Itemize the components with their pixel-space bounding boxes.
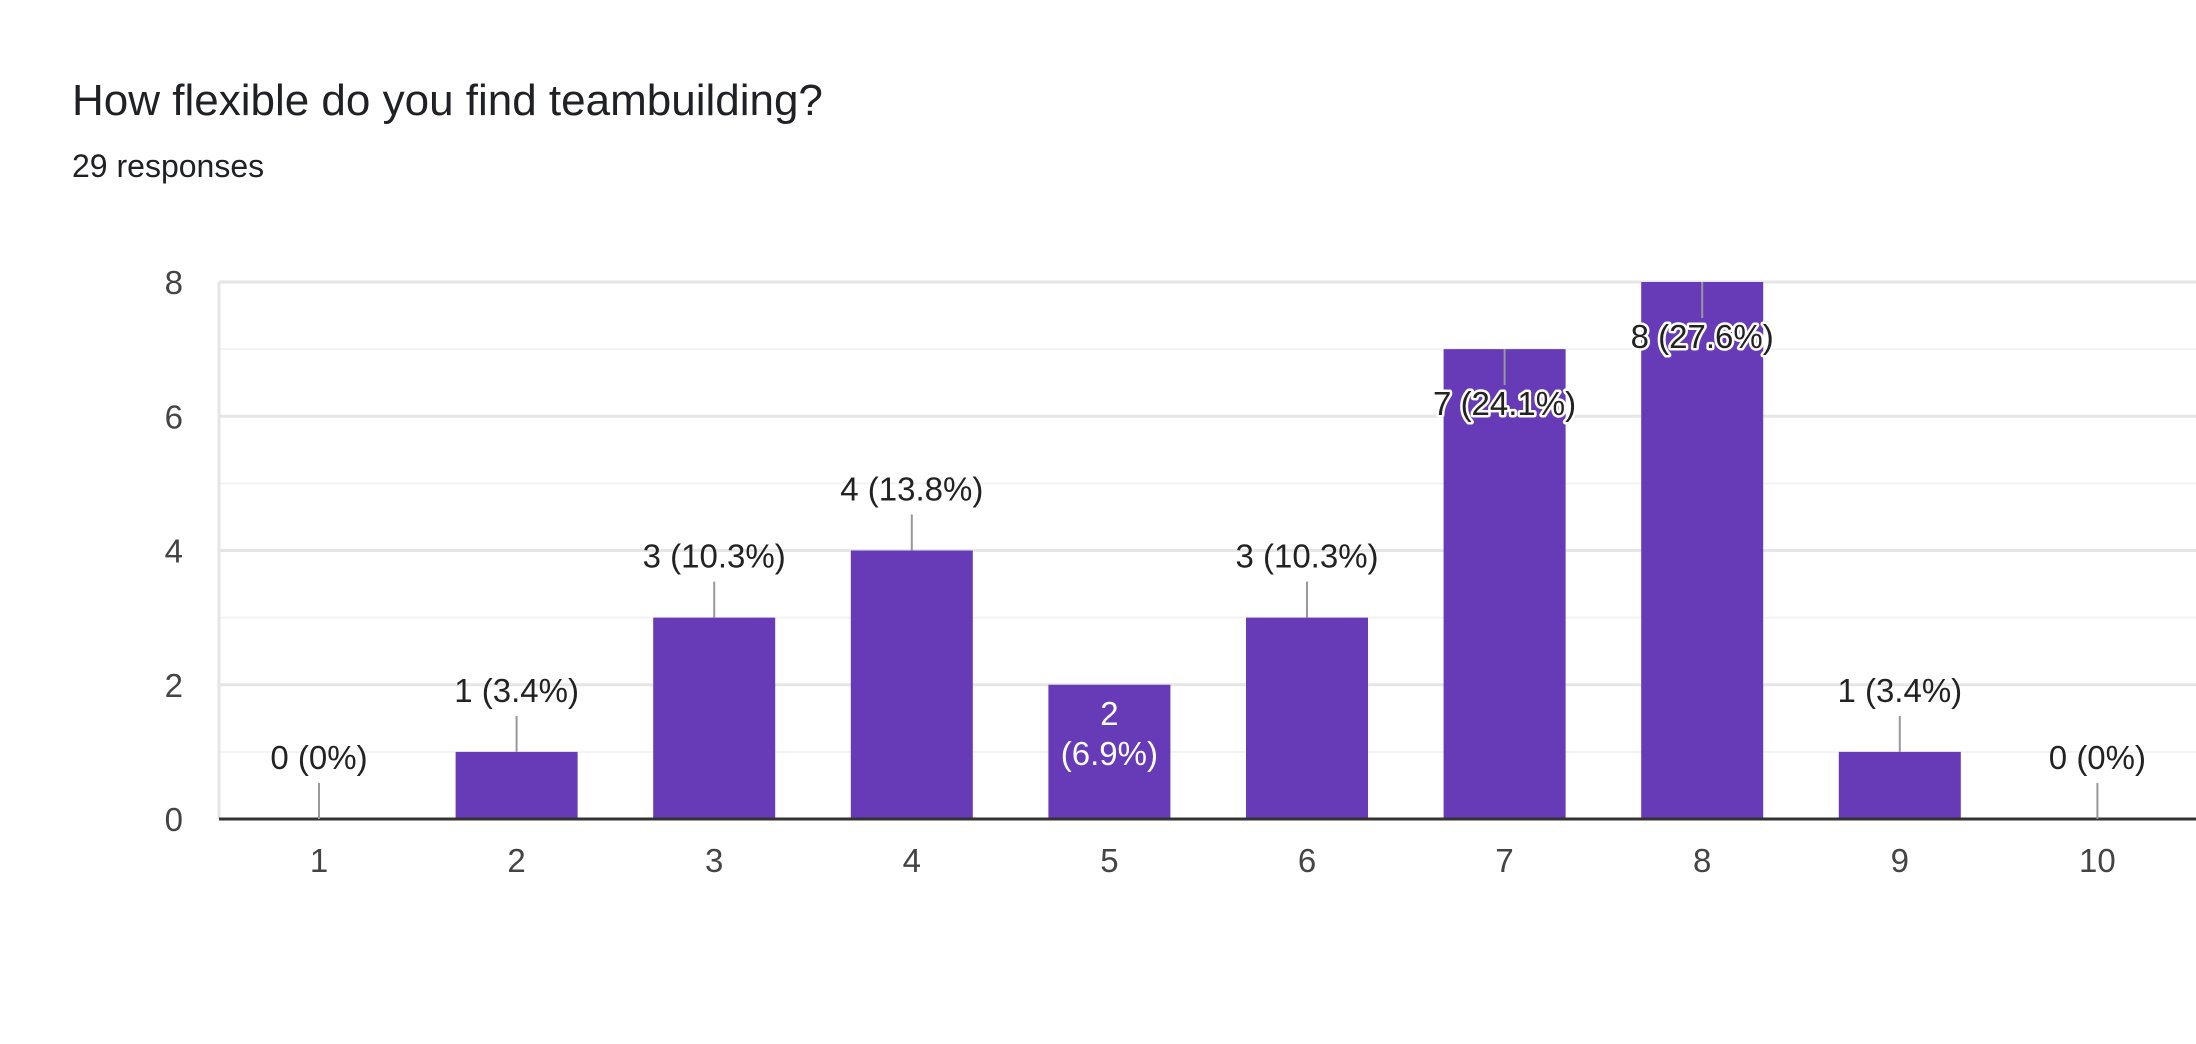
- x-axis-ticks: 1 2 3 4 5 6 7 8 9 10: [310, 842, 2116, 879]
- x-tick-label: 6: [1298, 842, 1316, 879]
- bar-7: [1443, 349, 1566, 819]
- chart-title: How flexible do you find teambuilding?: [72, 76, 823, 125]
- x-tick-label: 9: [1891, 842, 1909, 879]
- y-axis-ticks: 0 2 4 6 8: [165, 264, 183, 838]
- y-tick-label: 8: [165, 264, 183, 301]
- bars: [455, 282, 1961, 819]
- x-tick-label: 3: [705, 842, 723, 879]
- response-count: 29 responses: [72, 148, 265, 184]
- data-label-5: 2 (6.9%): [1061, 695, 1158, 772]
- y-tick-label: 4: [165, 533, 183, 570]
- data-label-9: 1 (3.4%): [1837, 672, 1962, 709]
- data-label-8: 8 (27.6%): [1631, 318, 1774, 355]
- data-label-2: 1 (3.4%): [454, 672, 579, 709]
- data-label-3: 3 (10.3%): [643, 538, 786, 575]
- x-tick-label: 7: [1495, 842, 1513, 879]
- data-label-10: 0 (0%): [2049, 739, 2146, 776]
- data-labels: 0 (0%) 1 (3.4%) 3 (10.3%) 4 (13.8%) 2 (6.9%) 3…: [270, 282, 2146, 819]
- x-tick-label: 1: [310, 842, 328, 879]
- x-tick-label: 8: [1693, 842, 1711, 879]
- bar-3: [653, 617, 776, 819]
- bar-4: [850, 550, 973, 819]
- data-label-6: 3 (10.3%): [1235, 538, 1378, 575]
- bar-8: [1641, 282, 1764, 819]
- y-tick-label: 2: [165, 667, 183, 704]
- bar-5: [1048, 684, 1171, 819]
- data-label-4: 4 (13.8%): [840, 471, 983, 508]
- bar-6: [1246, 617, 1368, 819]
- x-tick-label: 4: [903, 842, 921, 879]
- data-label-7: 7 (24.1%): [1433, 385, 1576, 422]
- x-tick-label: 10: [2079, 842, 2116, 879]
- y-tick-label: 6: [165, 398, 183, 435]
- gridlines: [217, 280, 2196, 819]
- x-tick-label: 5: [1100, 842, 1118, 879]
- bar-2: [455, 751, 578, 819]
- y-tick-label: 0: [165, 801, 183, 838]
- x-tick-label: 2: [507, 842, 525, 879]
- bar-9: [1838, 751, 1961, 819]
- data-label-1: 0 (0%): [270, 739, 367, 776]
